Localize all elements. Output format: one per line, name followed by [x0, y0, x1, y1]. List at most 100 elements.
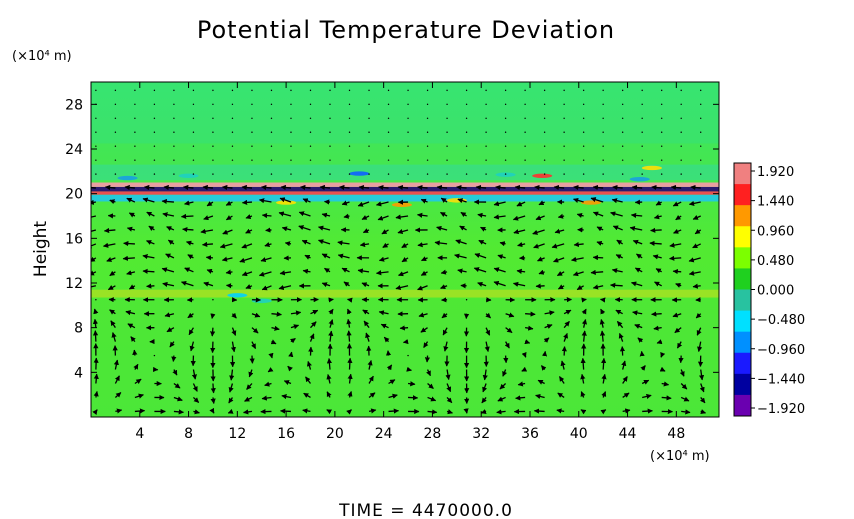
wind-arrow — [383, 336, 390, 343]
x-tick-label: 36 — [521, 426, 539, 442]
wind-arrow — [386, 364, 393, 371]
wind-arrow — [610, 211, 623, 217]
wind-arrow — [184, 267, 194, 273]
wind-arrow — [477, 281, 487, 287]
wind-dot — [290, 173, 292, 175]
wind-arrow — [616, 320, 624, 329]
wind-dot — [485, 117, 487, 119]
wind-arrow — [576, 212, 584, 219]
wind-arrow — [446, 409, 453, 415]
colorbar-swatch — [734, 373, 751, 396]
wind-arrow — [420, 198, 428, 204]
wind-arrow — [202, 241, 213, 247]
wind-arrow — [302, 198, 311, 204]
wind-arrow — [368, 392, 376, 398]
wind-arrow — [493, 201, 506, 207]
wind-arrow — [321, 282, 331, 288]
wind-arrow — [173, 382, 181, 389]
wind-arrow — [485, 327, 491, 336]
wind-dot — [231, 103, 234, 106]
wind-arrow — [631, 184, 643, 191]
wind-dot — [114, 131, 117, 133]
wind-dot — [446, 103, 448, 106]
wind-dot — [348, 131, 351, 133]
wind-dot — [212, 103, 214, 106]
wind-arrow — [618, 332, 624, 342]
wind-arrow — [357, 268, 370, 274]
wind-arrow — [241, 243, 253, 249]
y-tick-label: 8 — [74, 321, 83, 337]
wind-arrow — [427, 383, 434, 390]
wind-arrow — [91, 186, 96, 189]
wind-arrow — [473, 267, 487, 273]
wind-arrow — [541, 350, 548, 357]
y-tick-label: 12 — [65, 276, 83, 292]
wind-arrow — [659, 366, 666, 372]
wind-arrow — [126, 270, 136, 276]
x-tick-label: 8 — [184, 426, 193, 442]
wind-dot — [621, 117, 624, 119]
field-patch — [276, 200, 297, 205]
wind-dot — [660, 89, 663, 92]
wind-dot — [621, 159, 624, 161]
wind-arrow — [417, 242, 428, 248]
wind-dot — [290, 159, 292, 161]
field-band-mid — [91, 289, 719, 298]
wind-arrow — [278, 285, 292, 291]
wind-arrow — [91, 285, 97, 288]
wind-arrow — [228, 383, 234, 393]
wind-arrow — [367, 360, 373, 370]
wind-arrow — [535, 393, 545, 399]
wind-dot — [446, 89, 448, 92]
wind-arrow — [388, 393, 398, 399]
wind-dot — [368, 103, 370, 106]
wind-arrow — [581, 318, 588, 328]
wind-arrow — [601, 391, 607, 398]
wind-arrow — [557, 284, 565, 290]
wind-arrow — [363, 320, 370, 329]
wind-arrow — [441, 312, 448, 319]
wind-arrow — [362, 228, 370, 234]
wind-arrow — [699, 383, 705, 393]
wind-dot — [641, 173, 643, 175]
wind-dot — [407, 354, 409, 357]
colorbar-swatch — [734, 268, 751, 290]
wind-dot — [348, 159, 351, 161]
wind-arrow — [556, 408, 565, 414]
wind-arrow — [478, 239, 487, 245]
wind-arrow — [290, 310, 302, 316]
wind-dot — [387, 131, 390, 133]
wind-arrow — [436, 184, 448, 191]
wind-dot — [426, 145, 429, 147]
wind-dot — [407, 173, 409, 175]
wind-arrow — [248, 369, 254, 378]
wind-arrow — [517, 381, 526, 387]
wind-arrow — [92, 409, 98, 415]
wind-arrow — [440, 211, 448, 217]
wind-arrow — [268, 352, 274, 359]
wind-dot — [465, 145, 468, 147]
y-unit-label: (×10⁴ m) — [12, 49, 72, 64]
wind-arrow — [261, 184, 272, 191]
wind-dot — [212, 159, 214, 161]
wind-arrow — [388, 408, 400, 414]
wind-arrow — [321, 212, 331, 218]
wind-arrow — [688, 200, 701, 206]
wind-dot — [290, 145, 292, 147]
wind-dot — [387, 145, 390, 147]
wind-arrow — [210, 327, 216, 337]
wind-dot — [387, 159, 390, 161]
wind-dot — [680, 173, 682, 175]
wind-arrow — [592, 254, 604, 261]
wind-arrow — [251, 341, 257, 350]
wind-arrow — [261, 395, 272, 401]
wind-arrow — [388, 379, 396, 385]
wind-dot — [485, 103, 487, 106]
wind-dot — [602, 145, 604, 147]
wind-arrow — [288, 351, 294, 358]
wind-arrow — [424, 355, 430, 363]
wind-dot — [153, 117, 156, 119]
wind-dot — [134, 173, 136, 175]
wind-arrow — [300, 184, 311, 191]
wind-dot — [251, 145, 253, 147]
